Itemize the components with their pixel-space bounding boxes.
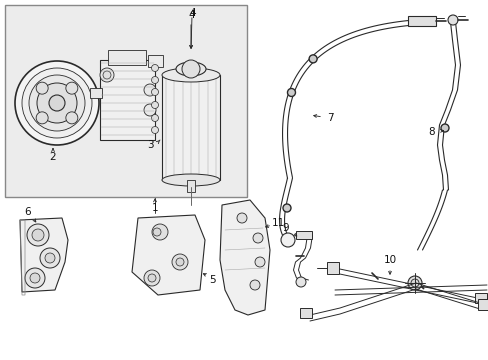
Bar <box>148 55 163 67</box>
Circle shape <box>182 60 200 78</box>
Text: 7: 7 <box>326 113 333 123</box>
Circle shape <box>410 279 418 287</box>
Circle shape <box>151 114 158 122</box>
Polygon shape <box>220 200 269 315</box>
Circle shape <box>30 273 40 283</box>
Text: 10: 10 <box>383 255 396 265</box>
Text: 6: 6 <box>24 207 31 217</box>
Circle shape <box>151 102 158 108</box>
Circle shape <box>172 254 187 270</box>
Bar <box>108 50 146 65</box>
Circle shape <box>440 124 448 132</box>
Circle shape <box>40 248 60 268</box>
Circle shape <box>49 95 65 111</box>
Bar <box>162 75 220 180</box>
Polygon shape <box>20 218 68 292</box>
Circle shape <box>308 55 316 63</box>
Circle shape <box>143 104 156 116</box>
Ellipse shape <box>176 62 205 76</box>
Circle shape <box>151 126 158 134</box>
Circle shape <box>254 257 264 267</box>
Circle shape <box>143 84 156 96</box>
Circle shape <box>447 15 457 25</box>
Bar <box>474 293 486 303</box>
Bar <box>100 60 155 140</box>
Circle shape <box>32 229 44 241</box>
Text: 4: 4 <box>189 8 196 18</box>
Circle shape <box>15 61 99 145</box>
Text: 3: 3 <box>146 140 153 150</box>
Circle shape <box>25 268 45 288</box>
Circle shape <box>66 82 78 94</box>
Circle shape <box>27 224 49 246</box>
Circle shape <box>151 64 158 72</box>
Circle shape <box>22 68 92 138</box>
Bar <box>186 180 195 192</box>
Circle shape <box>143 270 160 286</box>
Circle shape <box>100 68 114 82</box>
Circle shape <box>148 274 156 282</box>
Bar <box>326 262 338 274</box>
Circle shape <box>252 233 263 243</box>
Text: 9: 9 <box>282 223 289 233</box>
Circle shape <box>153 228 161 236</box>
Circle shape <box>151 89 158 95</box>
Circle shape <box>151 77 158 84</box>
Circle shape <box>281 233 294 247</box>
Text: 8: 8 <box>428 127 434 137</box>
Ellipse shape <box>162 68 220 82</box>
Bar <box>5 5 246 197</box>
Circle shape <box>29 75 85 131</box>
Bar <box>295 231 311 239</box>
Circle shape <box>66 112 78 124</box>
Circle shape <box>103 71 111 79</box>
Circle shape <box>237 213 246 223</box>
Bar <box>407 16 435 26</box>
Text: 2: 2 <box>50 152 56 162</box>
Bar <box>90 88 102 98</box>
Text: 11: 11 <box>271 218 284 228</box>
Text: 1: 1 <box>151 203 158 213</box>
Text: 4: 4 <box>188 10 195 20</box>
Circle shape <box>287 89 295 96</box>
Circle shape <box>36 112 48 124</box>
Bar <box>477 299 488 310</box>
Circle shape <box>152 224 168 240</box>
Circle shape <box>407 276 421 290</box>
Ellipse shape <box>162 174 220 186</box>
Bar <box>299 308 311 318</box>
Circle shape <box>37 83 77 123</box>
Polygon shape <box>132 215 204 295</box>
Circle shape <box>295 277 305 287</box>
Circle shape <box>45 253 55 263</box>
Circle shape <box>176 258 183 266</box>
Circle shape <box>283 204 290 212</box>
Circle shape <box>249 280 260 290</box>
Circle shape <box>36 82 48 94</box>
Text: 5: 5 <box>209 275 216 285</box>
